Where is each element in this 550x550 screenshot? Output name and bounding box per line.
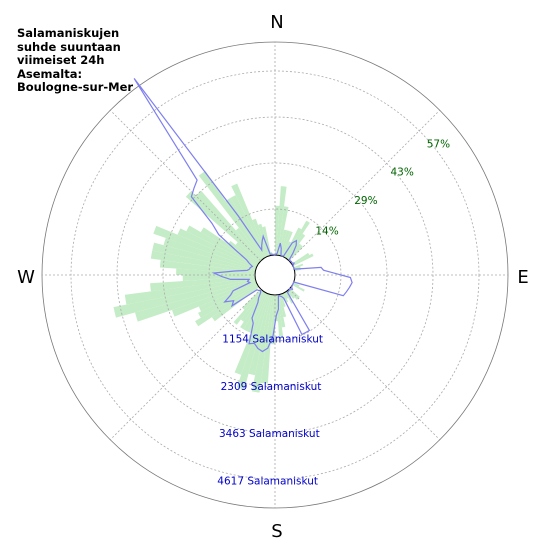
- direction-bar: [195, 190, 262, 261]
- direction-bar: [124, 277, 256, 305]
- compass-label-w: W: [17, 267, 35, 288]
- direction-bar: [285, 220, 310, 259]
- direction-bar: [260, 294, 274, 384]
- direction-bar: [275, 205, 280, 256]
- direction-bar: [163, 237, 257, 270]
- direction-bar: [282, 292, 289, 303]
- direction-bar: [233, 290, 263, 325]
- direction-bar: [195, 285, 259, 327]
- direction-bar: [198, 170, 264, 260]
- compass-label-n: N: [270, 12, 283, 33]
- direction-bar: [258, 223, 270, 257]
- count-tick-label: 1154 Salamaniskut: [222, 333, 323, 345]
- direction-bar: [186, 225, 258, 267]
- direction-bar: [293, 263, 304, 269]
- direction-bar: [235, 242, 260, 263]
- percent-tick-label: 43%: [390, 167, 413, 179]
- compass-label-e: E: [517, 267, 528, 288]
- direction-bar: [228, 240, 260, 264]
- direction-bar: [198, 283, 258, 318]
- direction-bar: [288, 289, 299, 300]
- count-tick-label: 2309 Salamaniskut: [221, 381, 322, 393]
- count-tick-label: 3463 Salamaniskut: [219, 428, 320, 440]
- direction-bar: [231, 183, 268, 258]
- direction-bar: [262, 226, 272, 256]
- direction-bar: [251, 294, 273, 393]
- direction-bar: [198, 282, 258, 312]
- direction-bar: [159, 259, 256, 274]
- direction-bar: [283, 292, 289, 299]
- direction-bar: [242, 289, 262, 310]
- radial-grid-line: [288, 109, 441, 262]
- direction-bar: [276, 186, 287, 256]
- direction-bar: [288, 245, 304, 261]
- bars-layer: [113, 170, 314, 393]
- direction-bar: [113, 278, 256, 318]
- radial-grid-line: [109, 109, 262, 262]
- labels-layer: N E S W 14% 29% 43% 57% 1154 Salamaniskut 2309 Sa…: [17, 12, 529, 542]
- percent-tick-label: 29%: [354, 195, 377, 207]
- radial-grid-line: [288, 288, 441, 441]
- direction-bar: [280, 230, 290, 257]
- direction-bar: [281, 231, 293, 257]
- direction-bar: [287, 243, 302, 260]
- count-tick-label: 4617 Salamaniskut: [217, 476, 318, 488]
- direction-bar: [185, 191, 261, 262]
- direction-bar: [182, 275, 256, 282]
- direction-bar: [247, 292, 268, 333]
- direction-bar: [291, 252, 310, 265]
- compass-label-s: S: [271, 521, 282, 542]
- direction-bar: [277, 294, 286, 328]
- direction-bar: [200, 227, 259, 265]
- direction-bar: [285, 291, 294, 304]
- direction-bar: [289, 288, 300, 299]
- direction-bar: [278, 294, 287, 318]
- line-layer: [133, 78, 353, 353]
- radial-grid-line: [109, 288, 262, 441]
- chart-title: Salamaniskujen suhde suuntaan viimeiset …: [17, 26, 134, 95]
- percent-tick-label: 57%: [427, 138, 450, 150]
- direction-bar: [292, 282, 300, 287]
- count-line: [133, 78, 353, 353]
- direction-bar: [230, 195, 267, 258]
- direction-bar: [135, 280, 257, 322]
- percent-tick-label: 14%: [315, 225, 338, 237]
- direction-bar: [177, 228, 258, 268]
- direction-bar: [287, 290, 295, 299]
- direction-bar: [153, 225, 257, 269]
- direction-bar: [150, 250, 256, 273]
- direction-bar: [235, 227, 263, 260]
- direction-bar: [248, 294, 272, 376]
- direction-bar: [236, 293, 270, 390]
- direction-bar: [150, 276, 256, 292]
- direction-bar: [292, 253, 314, 267]
- direction-bar: [176, 268, 256, 275]
- direction-bar: [152, 242, 256, 272]
- direction-bar: [292, 283, 305, 292]
- direction-bar: [252, 218, 269, 257]
- direction-bar: [275, 294, 279, 322]
- direction-bar: [240, 291, 265, 330]
